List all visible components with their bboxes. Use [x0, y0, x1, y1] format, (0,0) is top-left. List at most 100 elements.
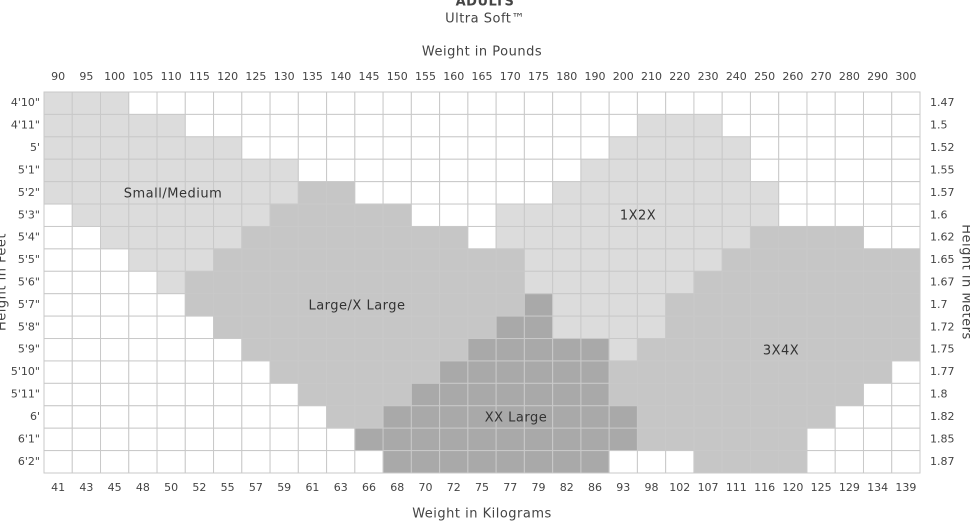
x2-tick-label: 129 — [839, 481, 860, 494]
x2-tick-label: 75 — [475, 481, 489, 494]
empty-cell — [354, 158, 384, 183]
cell — [721, 136, 751, 160]
cell — [269, 158, 299, 183]
cell — [721, 360, 751, 384]
cell — [354, 382, 384, 407]
cell — [552, 405, 582, 429]
y2-tick-label: 1.5 — [930, 119, 948, 132]
cell — [410, 225, 441, 250]
cell — [439, 338, 469, 362]
cell — [71, 158, 102, 183]
cell — [721, 270, 751, 295]
cell — [269, 225, 299, 250]
cell — [552, 427, 582, 452]
empty-cell — [156, 91, 186, 115]
cell — [382, 248, 412, 272]
cell — [834, 293, 864, 317]
size-label: XX Large — [485, 411, 548, 426]
cell — [43, 181, 73, 205]
empty-cell — [834, 136, 864, 160]
empty-cell — [297, 427, 328, 452]
cell — [608, 382, 638, 407]
cell — [156, 158, 186, 183]
empty-cell — [410, 136, 441, 160]
empty-cell — [862, 91, 893, 115]
empty-cell — [862, 450, 893, 474]
y2-tick-label: 1.6 — [930, 208, 948, 221]
empty-cell — [862, 225, 893, 250]
cell — [523, 270, 554, 295]
y-tick-label: 5'2" — [18, 186, 40, 199]
x-tick-label: 270 — [811, 70, 832, 83]
empty-cell — [834, 405, 864, 429]
empty-cell — [71, 360, 102, 384]
cell — [100, 158, 130, 183]
empty-cell — [71, 315, 102, 340]
cell — [636, 113, 667, 138]
empty-cell — [100, 450, 130, 474]
cell — [806, 405, 836, 429]
cell — [891, 293, 921, 317]
cell — [354, 427, 384, 452]
empty-cell — [749, 91, 780, 115]
cell — [269, 270, 299, 295]
x2-tick-label: 61 — [305, 481, 319, 494]
cell — [128, 203, 158, 227]
x-tick-label: 230 — [698, 70, 719, 83]
empty-cell — [693, 91, 723, 115]
x-tick-label: 100 — [104, 70, 125, 83]
cell — [608, 158, 638, 183]
empty-cell — [241, 405, 271, 429]
empty-cell — [128, 91, 158, 115]
empty-cell — [891, 405, 921, 429]
cell — [128, 158, 158, 183]
cell — [608, 405, 638, 429]
empty-cell — [749, 113, 780, 138]
cell — [665, 181, 695, 205]
empty-cell — [213, 427, 243, 452]
cell — [354, 248, 384, 272]
empty-cell — [354, 450, 384, 474]
cell — [608, 338, 638, 362]
empty-cell — [891, 382, 921, 407]
cell — [665, 136, 695, 160]
cell — [721, 248, 751, 272]
empty-cell — [326, 427, 356, 452]
cell — [354, 405, 384, 429]
empty-cell — [71, 405, 102, 429]
cell — [778, 270, 808, 295]
cell — [43, 158, 73, 183]
y-tick-label: 5'9" — [18, 343, 40, 356]
empty-cell — [43, 360, 73, 384]
empty-cell — [580, 136, 610, 160]
empty-cell — [269, 382, 299, 407]
cell — [862, 248, 893, 272]
empty-cell — [184, 427, 215, 452]
cell — [580, 315, 610, 340]
size-label: Small/Medium — [124, 187, 222, 202]
empty-cell — [326, 91, 356, 115]
cell — [608, 360, 638, 384]
cell — [213, 158, 243, 183]
cell — [241, 203, 271, 227]
cell — [806, 382, 836, 407]
x-tick-label: 130 — [274, 70, 295, 83]
cell — [891, 338, 921, 362]
x2-tick-label: 66 — [362, 481, 376, 494]
cell — [382, 427, 412, 452]
empty-cell — [326, 450, 356, 474]
empty-cell — [184, 338, 215, 362]
cell — [495, 450, 525, 474]
cell — [636, 136, 667, 160]
cell — [326, 270, 356, 295]
empty-cell — [862, 113, 893, 138]
empty-cell — [778, 91, 808, 115]
x2-tick-label: 59 — [277, 481, 291, 494]
cell — [636, 338, 667, 362]
empty-cell — [269, 91, 299, 115]
x2-tick-label: 68 — [390, 481, 404, 494]
cell — [749, 427, 780, 452]
empty-cell — [382, 113, 412, 138]
cell — [241, 248, 271, 272]
cell — [749, 181, 780, 205]
